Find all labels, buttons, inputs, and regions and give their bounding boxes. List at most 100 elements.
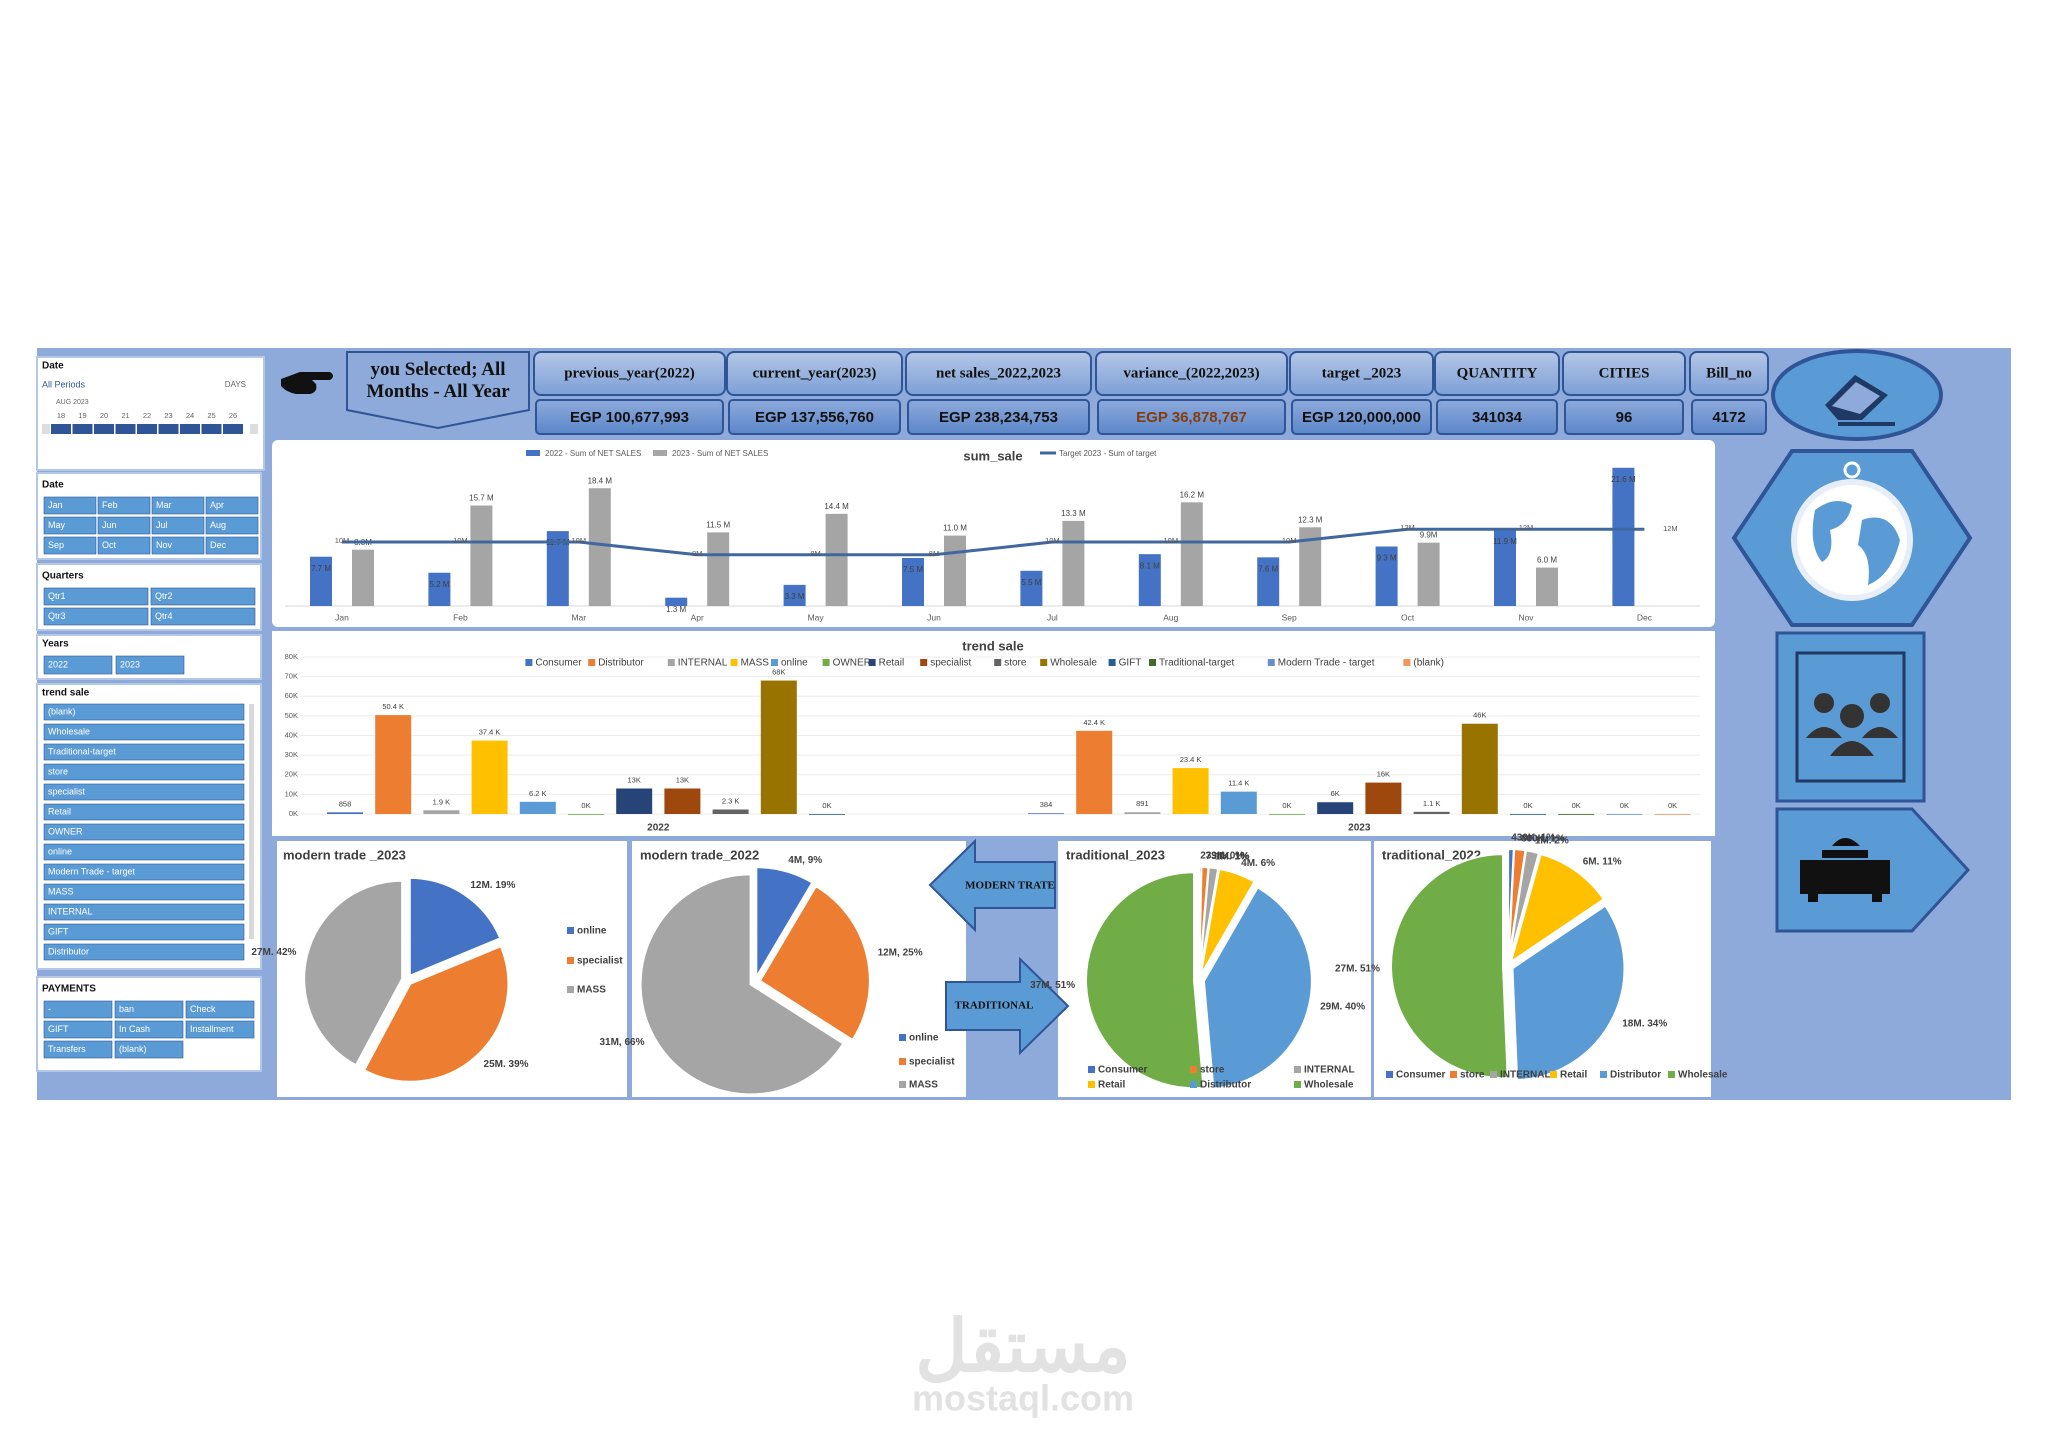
slicer-item-label[interactable]: -	[48, 1004, 51, 1014]
slicer-item-label[interactable]: May	[48, 520, 66, 530]
slicer-item-label[interactable]: Oct	[102, 540, 117, 550]
slicer-item[interactable]	[185, 1000, 255, 1019]
slicer-item-label[interactable]: (blank)	[48, 706, 76, 716]
slicer-item[interactable]	[43, 923, 245, 941]
slicer-item-label[interactable]: Jun	[102, 520, 117, 530]
slicer-item[interactable]	[205, 496, 259, 515]
slicer-item-label[interactable]: INTERNAL	[48, 906, 93, 916]
slicer-item[interactable]	[150, 607, 256, 626]
slicer-item-label[interactable]: Installment	[190, 1024, 234, 1034]
products-button[interactable]	[1775, 807, 1971, 933]
timeline-segment[interactable]	[115, 424, 136, 434]
slicer-item[interactable]	[43, 655, 113, 675]
slicer-item-label[interactable]: Qtr1	[48, 591, 66, 601]
slicer-item[interactable]	[205, 516, 259, 535]
kpi-header	[1095, 351, 1288, 396]
slicer-item[interactable]	[114, 1020, 184, 1039]
slicer-item[interactable]	[115, 655, 185, 675]
slicer-item-label[interactable]: store	[48, 766, 68, 776]
slicer-item[interactable]	[150, 587, 256, 606]
slicer-item[interactable]	[185, 1020, 255, 1039]
slicer-item-label[interactable]: 2023	[120, 659, 140, 669]
clear-filter-button[interactable]	[1771, 349, 1943, 441]
globe-button[interactable]	[1731, 449, 1973, 627]
slicer-item-label[interactable]: OWNER	[48, 826, 83, 836]
slicer-item[interactable]	[151, 496, 205, 515]
slicer-item[interactable]	[97, 536, 151, 555]
slicer-item[interactable]	[43, 763, 245, 781]
slicer-item-label[interactable]: specialist	[48, 786, 86, 796]
slicer-item[interactable]	[151, 516, 205, 535]
slicer-item-label[interactable]: (blank)	[119, 1044, 147, 1054]
slicer-item-label[interactable]: Transfers	[48, 1044, 86, 1054]
slicer-item-label[interactable]: Check	[190, 1004, 216, 1014]
slicer-item[interactable]	[97, 516, 151, 535]
slicer-item-label[interactable]: GIFT	[48, 926, 69, 936]
modern-trade-arrow[interactable]	[928, 838, 1056, 933]
slicer-item-label[interactable]: Sep	[48, 540, 64, 550]
data-label: 384	[1040, 800, 1053, 809]
slicer-item[interactable]	[151, 536, 205, 555]
slicer-item[interactable]	[43, 783, 245, 801]
slicer-item[interactable]	[43, 1020, 113, 1039]
timeline-segment[interactable]	[201, 424, 222, 434]
slicer-item-label[interactable]: In Cash	[119, 1024, 150, 1034]
timeline-segment[interactable]	[72, 424, 93, 434]
slicer-item-label[interactable]: Jul	[156, 520, 168, 530]
slicer-item[interactable]	[43, 536, 97, 555]
slicer-item[interactable]	[43, 803, 245, 821]
slicer-item[interactable]	[205, 536, 259, 555]
slicer-item-label[interactable]: Dec	[210, 540, 227, 550]
timeline-scroll[interactable]	[42, 424, 50, 434]
slicer-item-label[interactable]: Wholesale	[48, 726, 90, 736]
slicer-item[interactable]	[43, 903, 245, 921]
slicer-item-label[interactable]: MASS	[48, 886, 74, 896]
slicer-item-label[interactable]: Qtr2	[155, 591, 173, 601]
slicer-item[interactable]	[43, 823, 245, 841]
slicer-item[interactable]	[114, 1040, 184, 1059]
slicer-item-label[interactable]: Qtr3	[48, 611, 66, 621]
slicer-item-label[interactable]: online	[48, 846, 72, 856]
timeline-segment[interactable]	[51, 424, 71, 434]
slicer-item-label[interactable]: Modern Trade - target	[48, 866, 136, 876]
slicer-item[interactable]	[114, 1000, 184, 1019]
timeline-scroll[interactable]	[250, 424, 258, 434]
slicer-item[interactable]	[43, 1040, 113, 1059]
traditional-arrow[interactable]	[945, 956, 1070, 1056]
timeline-segment[interactable]	[158, 424, 179, 434]
slicer-item-label[interactable]: ban	[119, 1004, 134, 1014]
slicer-item[interactable]	[43, 1000, 113, 1019]
timeline-segment[interactable]	[180, 424, 200, 434]
timeline-segment[interactable]	[94, 424, 114, 434]
slicer-item[interactable]	[43, 516, 97, 535]
slicer-item-label[interactable]: Apr	[210, 500, 224, 510]
slicer-item-label[interactable]: 2022	[48, 659, 68, 669]
slicer-item-label[interactable]: Distributor	[48, 946, 89, 956]
slicer-item[interactable]	[43, 587, 149, 606]
slicer-item[interactable]	[97, 496, 151, 515]
slicer-item[interactable]	[43, 723, 245, 741]
slicer-item-label[interactable]: Jan	[48, 500, 63, 510]
slicer-item[interactable]	[43, 943, 245, 961]
timeline-segment[interactable]	[137, 424, 157, 434]
slicer-item-label[interactable]: Traditional-target	[48, 746, 116, 756]
slicer-item[interactable]	[43, 863, 245, 881]
slicer-item-label[interactable]: Qtr4	[155, 611, 173, 621]
slicer-item[interactable]	[43, 496, 97, 515]
slicer-scrollbar[interactable]	[249, 704, 254, 939]
slicer-item-label[interactable]: Nov	[156, 540, 173, 550]
slicer-item-label[interactable]: Retail	[48, 806, 71, 816]
traditional-label[interactable]: TRADITIONAL	[955, 1000, 1034, 1012]
slicer-item[interactable]	[43, 883, 245, 901]
slicer-item-label[interactable]: GIFT	[48, 1024, 69, 1034]
slicer-item[interactable]	[43, 743, 245, 761]
slicer-item[interactable]	[43, 843, 245, 861]
slicer-item[interactable]	[43, 607, 149, 626]
slicer-item[interactable]	[43, 703, 245, 721]
modern-trade-label[interactable]: MODERN TRATE	[965, 880, 1055, 892]
slicer-item-label[interactable]: Feb	[102, 500, 118, 510]
slicer-item-label[interactable]: Mar	[156, 500, 172, 510]
timeline-segment[interactable]	[223, 424, 243, 434]
customers-button[interactable]	[1775, 631, 1926, 803]
slicer-item-label[interactable]: Aug	[210, 520, 226, 530]
